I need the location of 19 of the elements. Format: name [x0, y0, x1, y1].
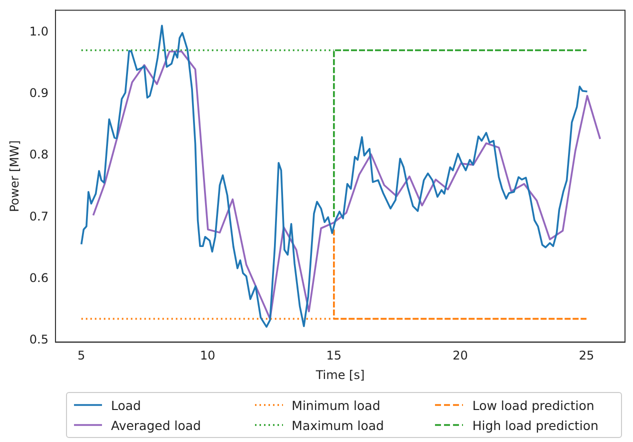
- y-tick-label: 0.8: [29, 148, 48, 162]
- y-axis-title: Power [MW]: [7, 140, 22, 212]
- legend-label: Maximum load: [292, 418, 384, 432]
- x-axis-title: Time [s]: [314, 368, 365, 382]
- x-tick-label: 5: [78, 348, 86, 363]
- y-tick-label: 0.7: [29, 209, 48, 224]
- legend-label: Averaged load: [111, 418, 201, 432]
- x-tick-label: 10: [200, 348, 216, 363]
- y-tick-label: 0.9: [29, 86, 48, 100]
- legend-label: Load: [111, 398, 141, 412]
- legend-label: High load prediction: [472, 418, 598, 432]
- y-tick-label: 0.5: [29, 332, 48, 346]
- legend-label: Low load prediction: [472, 398, 594, 412]
- y-tick-label: 1.0: [29, 24, 48, 38]
- x-tick-label: 15: [326, 348, 342, 363]
- y-tick-label: 0.6: [29, 270, 48, 285]
- x-tick-label: 25: [578, 348, 594, 363]
- legend-label: Minimum load: [292, 398, 380, 412]
- x-tick-label: 20: [452, 348, 468, 363]
